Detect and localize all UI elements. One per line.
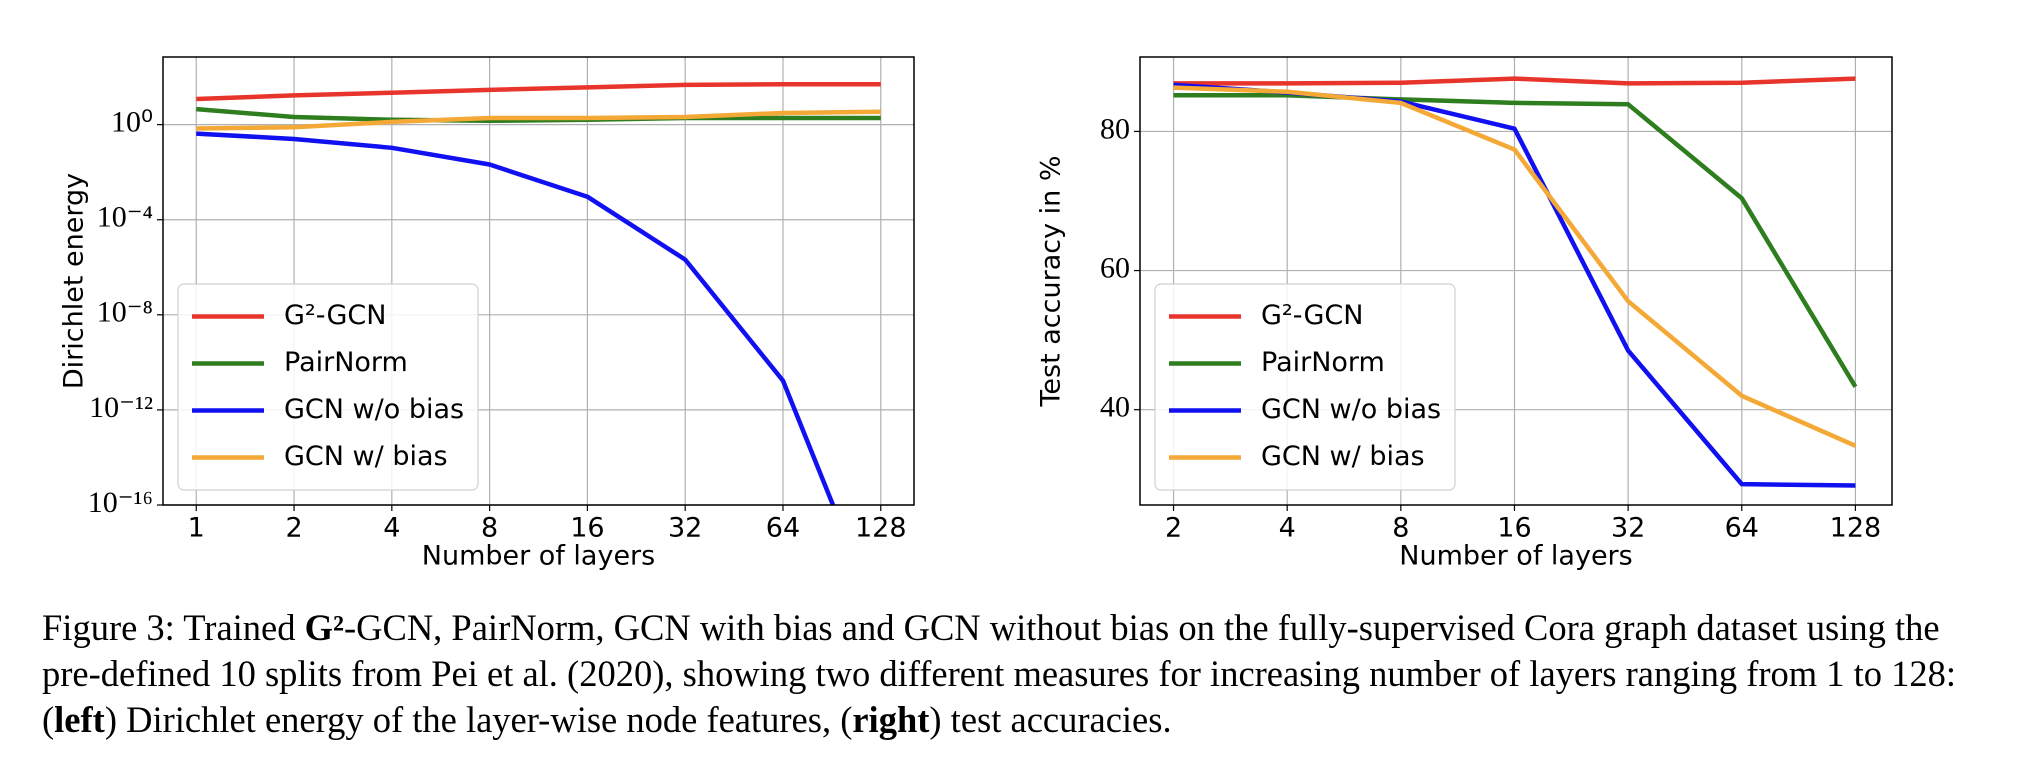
caption-text: G²	[304, 607, 344, 648]
series-line	[196, 131, 836, 505]
y-axis-label: Dirichlet energy	[59, 173, 90, 389]
x-tick-label: 32	[1611, 513, 1645, 544]
series-line	[1173, 76, 1856, 86]
series-line	[1173, 85, 1857, 448]
plot-frame	[162, 56, 915, 506]
y-tick-label: 10⁻⁴	[97, 201, 153, 234]
legend-label: PairNorm	[1261, 347, 1385, 378]
chart: 1 2 4 8 16 32 64 128 10⁰ 10⁻⁴ 10⁻⁸ 10⁻¹² 10⁻¹⁶ Number…	[59, 56, 915, 572]
series-line	[196, 109, 881, 131]
caption-text: left	[54, 699, 105, 740]
x-tick-label: 4	[1279, 513, 1296, 544]
series-line	[1173, 93, 1858, 388]
x-tick-label: 128	[1830, 513, 1882, 544]
x-axis-label: Number of layers	[422, 541, 655, 572]
y-tick-label: 40	[1100, 391, 1130, 424]
caption-text: right	[852, 699, 930, 740]
x-axis-label: Number of layers	[1399, 541, 1632, 572]
x-tick-label: 16	[1497, 513, 1531, 544]
x-tick-label: 8	[481, 513, 498, 544]
caption-text: ) Dirichlet energy of the layer-wise nod…	[104, 699, 853, 740]
legend-label: GCN w/o bias	[284, 394, 464, 425]
legend-box	[177, 283, 479, 491]
y-axis-label: Test accuracy in %	[1036, 155, 1067, 407]
x-tick-label: 32	[668, 513, 702, 544]
plot-frame	[1139, 56, 1893, 506]
legend-label: GCN w/o bias	[1261, 394, 1441, 425]
y-tick-label: 10⁻¹⁶	[88, 486, 153, 519]
legend-label: G²-GCN	[284, 300, 386, 331]
legend-label: GCN w/ bias	[284, 441, 448, 472]
chart: 2 4 8 16 32 64 128 40 60 80 Number of layers Test a…	[1036, 56, 1893, 572]
caption-text: Figure 3: Trained	[42, 607, 305, 648]
x-tick-label: 4	[383, 513, 400, 544]
legend-label: GCN w/ bias	[1261, 441, 1425, 472]
legend-label: PairNorm	[284, 347, 408, 378]
caption-text: -GCN, PairNorm, GCN with bias and GCN wi…	[42, 607, 1957, 740]
figure: 1 2 4 8 16 32 64 128 10⁰ 10⁻⁴ 10⁻⁸ 10⁻¹² 10⁻¹⁶ Number…	[59, 56, 1893, 572]
x-tick-label: 2	[285, 513, 302, 544]
x-tick-label: 128	[855, 513, 907, 544]
series-line	[196, 82, 881, 102]
x-tick-label: 64	[1725, 513, 1759, 544]
y-tick-label: 10⁻⁸	[97, 296, 153, 329]
caption-text: ) test accuracies.	[929, 699, 1172, 740]
x-tick-label: 2	[1165, 513, 1182, 544]
x-tick-label: 1	[188, 513, 205, 544]
legend-label: G²-GCN	[1261, 300, 1363, 331]
x-tick-label: 8	[1392, 513, 1409, 544]
x-tick-label: 16	[570, 513, 604, 544]
caption: Figure 3: Trained G²-GCN, PairNorm, GCN …	[42, 605, 1992, 743]
y-tick-label: 10⁻¹²	[89, 391, 153, 424]
y-tick-label: 80	[1100, 112, 1130, 145]
series-line	[196, 106, 881, 124]
y-tick-label: 10⁰	[111, 106, 153, 139]
legend-box	[1154, 283, 1456, 491]
x-tick-label: 64	[766, 513, 800, 544]
y-tick-label: 60	[1100, 251, 1130, 284]
